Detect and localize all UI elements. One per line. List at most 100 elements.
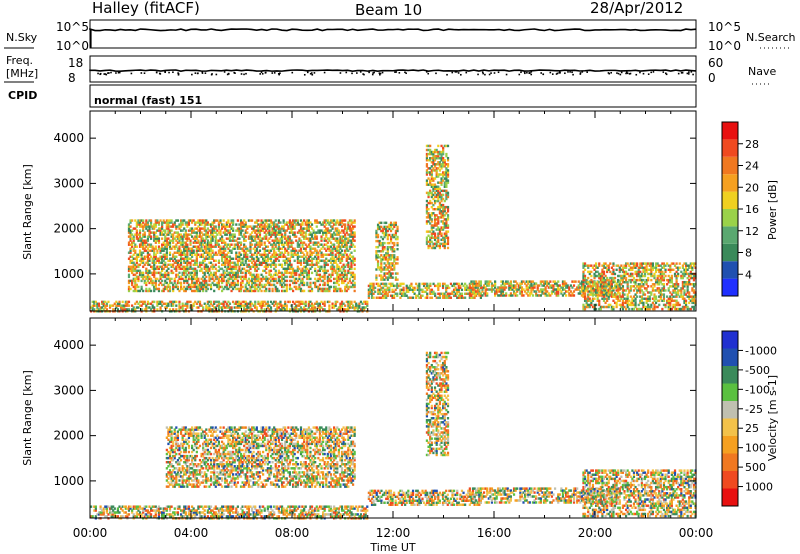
echo-cell — [178, 263, 181, 267]
echo-cell — [274, 285, 277, 289]
echo-cell — [285, 221, 288, 224]
echo-cell — [381, 231, 385, 235]
echo-cell — [244, 261, 247, 265]
echo-cell — [337, 245, 340, 248]
echo-cell — [168, 221, 172, 224]
echo-cell — [434, 294, 437, 297]
echo-cell — [262, 300, 265, 304]
echo-cell — [337, 259, 340, 263]
echo-cell — [262, 229, 265, 232]
echo-cell — [236, 247, 239, 250]
echo-cell — [228, 245, 232, 248]
echo-cell — [325, 231, 328, 234]
echo-cell — [375, 276, 378, 279]
echo-cell — [148, 233, 151, 236]
echo-cell — [250, 239, 254, 242]
echo-cell — [197, 235, 200, 238]
echo-cell — [250, 219, 254, 222]
echo-cell — [228, 263, 232, 267]
echo-cell — [405, 290, 408, 294]
echo-cell — [249, 308, 252, 311]
echo-cell — [186, 267, 189, 271]
echo-cell — [235, 287, 238, 291]
echo-cell — [385, 284, 388, 288]
echo-cell — [140, 257, 143, 260]
echo-cell — [315, 235, 318, 238]
echo-cell — [334, 239, 337, 242]
echo-cell — [495, 288, 498, 291]
echo-cell — [252, 225, 255, 228]
echo-cell — [224, 227, 227, 230]
echo-cell — [254, 304, 257, 307]
echo-cell — [610, 286, 613, 289]
echo-cell — [445, 163, 448, 166]
echo-cell — [541, 290, 544, 293]
echo-cell — [153, 287, 156, 291]
echo-cell — [142, 300, 145, 304]
echo-cell — [225, 285, 228, 289]
echo-cell — [442, 158, 445, 162]
echo-cell — [176, 265, 180, 269]
echo-cell — [309, 225, 312, 228]
echo-cell — [563, 288, 566, 291]
echo-cell — [239, 257, 243, 260]
echo-cell — [276, 302, 279, 305]
echo-cell — [293, 249, 296, 252]
echo-cell — [280, 263, 284, 267]
echo-cell — [172, 287, 175, 291]
nave-dot — [665, 72, 667, 75]
echo-cell — [430, 228, 433, 231]
echo-cell — [375, 233, 378, 237]
echo-cell — [262, 275, 265, 279]
echo-cell — [301, 235, 304, 238]
echo-cell — [399, 290, 402, 294]
echo-cell — [164, 253, 167, 256]
echo-cell — [211, 263, 214, 267]
echo-cell — [208, 275, 211, 279]
echo-cell — [446, 165, 450, 168]
echo-cell — [195, 237, 198, 240]
echo-cell — [391, 256, 394, 259]
echo-cell — [273, 239, 276, 242]
echo-cell — [176, 263, 180, 267]
echo-cell — [138, 237, 142, 240]
echo-cell — [142, 245, 145, 248]
echo-cell — [350, 223, 353, 226]
echo-cell — [134, 265, 137, 269]
echo-cell — [132, 308, 135, 311]
echo-cell — [402, 292, 405, 296]
echo-cell — [445, 290, 448, 294]
echo-cell — [284, 283, 287, 287]
echo-cell — [137, 279, 140, 283]
echo-cell — [430, 191, 433, 195]
echo-cell — [213, 271, 216, 275]
echo-cell — [255, 308, 258, 311]
echo-cell — [312, 281, 315, 285]
echo-cell — [138, 263, 142, 267]
echo-cell — [546, 280, 549, 283]
echo-cell — [243, 308, 246, 311]
echo-cell — [186, 263, 189, 267]
echo-cell — [279, 229, 282, 232]
echo-cell — [194, 283, 197, 287]
echo-cell — [274, 223, 277, 226]
echo-cell — [342, 241, 345, 244]
echo-cell — [553, 292, 557, 295]
echo-cell — [236, 283, 239, 287]
echo-cell — [306, 227, 309, 230]
echo-cell — [276, 231, 279, 234]
echo-cell — [268, 251, 271, 254]
echo-cell — [179, 253, 183, 256]
echo-cell — [232, 235, 235, 238]
echo-cell — [195, 251, 198, 254]
echo-cell — [425, 238, 429, 242]
echo-cell — [142, 225, 145, 228]
echo-cell — [260, 253, 263, 256]
echo-cell — [516, 282, 519, 285]
echo-cell — [314, 267, 317, 271]
echo-cell — [232, 287, 235, 291]
echo-cell — [274, 255, 277, 258]
echo-cell — [154, 287, 157, 291]
echo-cell — [315, 285, 318, 289]
echo-cell — [202, 227, 205, 230]
